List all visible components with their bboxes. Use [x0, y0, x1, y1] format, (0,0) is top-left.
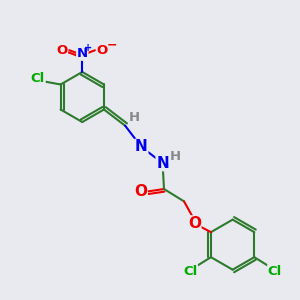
Text: N: N [156, 156, 169, 171]
Text: O: O [188, 216, 201, 231]
Text: O: O [56, 44, 67, 57]
Text: O: O [134, 184, 147, 199]
Text: +: + [83, 44, 92, 53]
Text: N: N [77, 47, 88, 60]
Text: H: H [169, 150, 181, 163]
Text: H: H [129, 111, 140, 124]
Text: N: N [135, 140, 148, 154]
Text: Cl: Cl [183, 265, 197, 278]
Text: Cl: Cl [31, 72, 45, 85]
Text: O: O [96, 44, 108, 57]
Text: −: − [106, 38, 117, 51]
Text: Cl: Cl [268, 265, 282, 278]
